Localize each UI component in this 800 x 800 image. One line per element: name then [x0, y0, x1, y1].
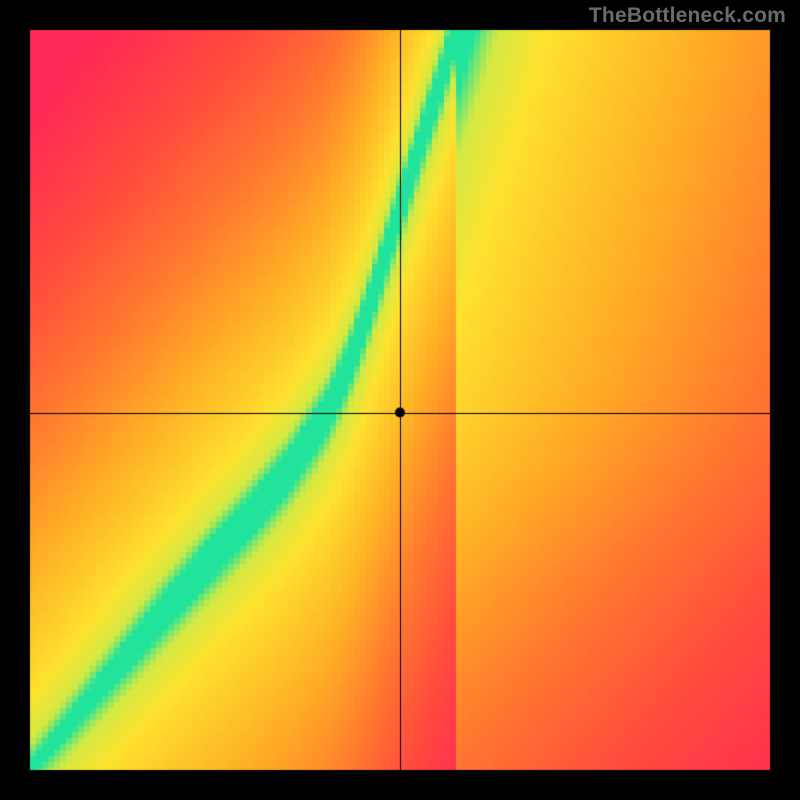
chart-container: TheBottleneck.com	[0, 0, 800, 800]
watermark-text: TheBottleneck.com	[589, 4, 786, 28]
heatmap-canvas	[0, 0, 800, 800]
